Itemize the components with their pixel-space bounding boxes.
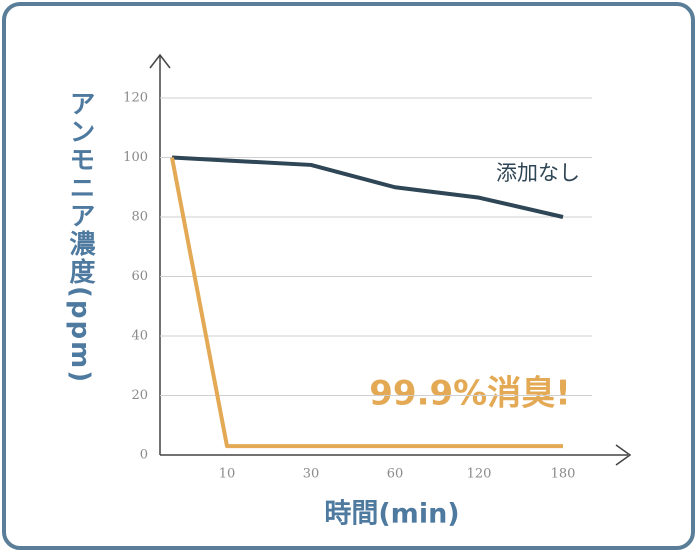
- x-tick-label: 30: [303, 467, 320, 482]
- y-axis-title: アンモニア濃度(ppm): [65, 90, 95, 384]
- series-line: [170, 157, 563, 449]
- x-tick-label: 120: [467, 467, 492, 482]
- y-tick-label: 60: [131, 269, 148, 284]
- y-tick-label: 80: [131, 210, 148, 225]
- y-tick-label: 40: [131, 329, 148, 344]
- y-tick-label: 100: [123, 150, 148, 165]
- annotation: 99.9%消臭!: [369, 374, 570, 414]
- y-arrow: [149, 53, 171, 69]
- x-axis-title: 時間(min): [324, 499, 459, 530]
- y-tick-label: 120: [123, 91, 148, 106]
- x-tick-label: 10: [219, 467, 236, 482]
- series-label: 添加なし: [496, 161, 580, 185]
- x-tick-label: 60: [387, 467, 404, 482]
- plot: 0 20 40 60 80 100 120 10 30 60 120 180 添加なし: [123, 91, 592, 482]
- x-arrow: [615, 444, 632, 466]
- y-tick-label: 0: [140, 448, 148, 463]
- x-tick-label: 180: [551, 467, 576, 482]
- y-tick-label: 20: [131, 388, 148, 403]
- series-line: [171, 155, 564, 219]
